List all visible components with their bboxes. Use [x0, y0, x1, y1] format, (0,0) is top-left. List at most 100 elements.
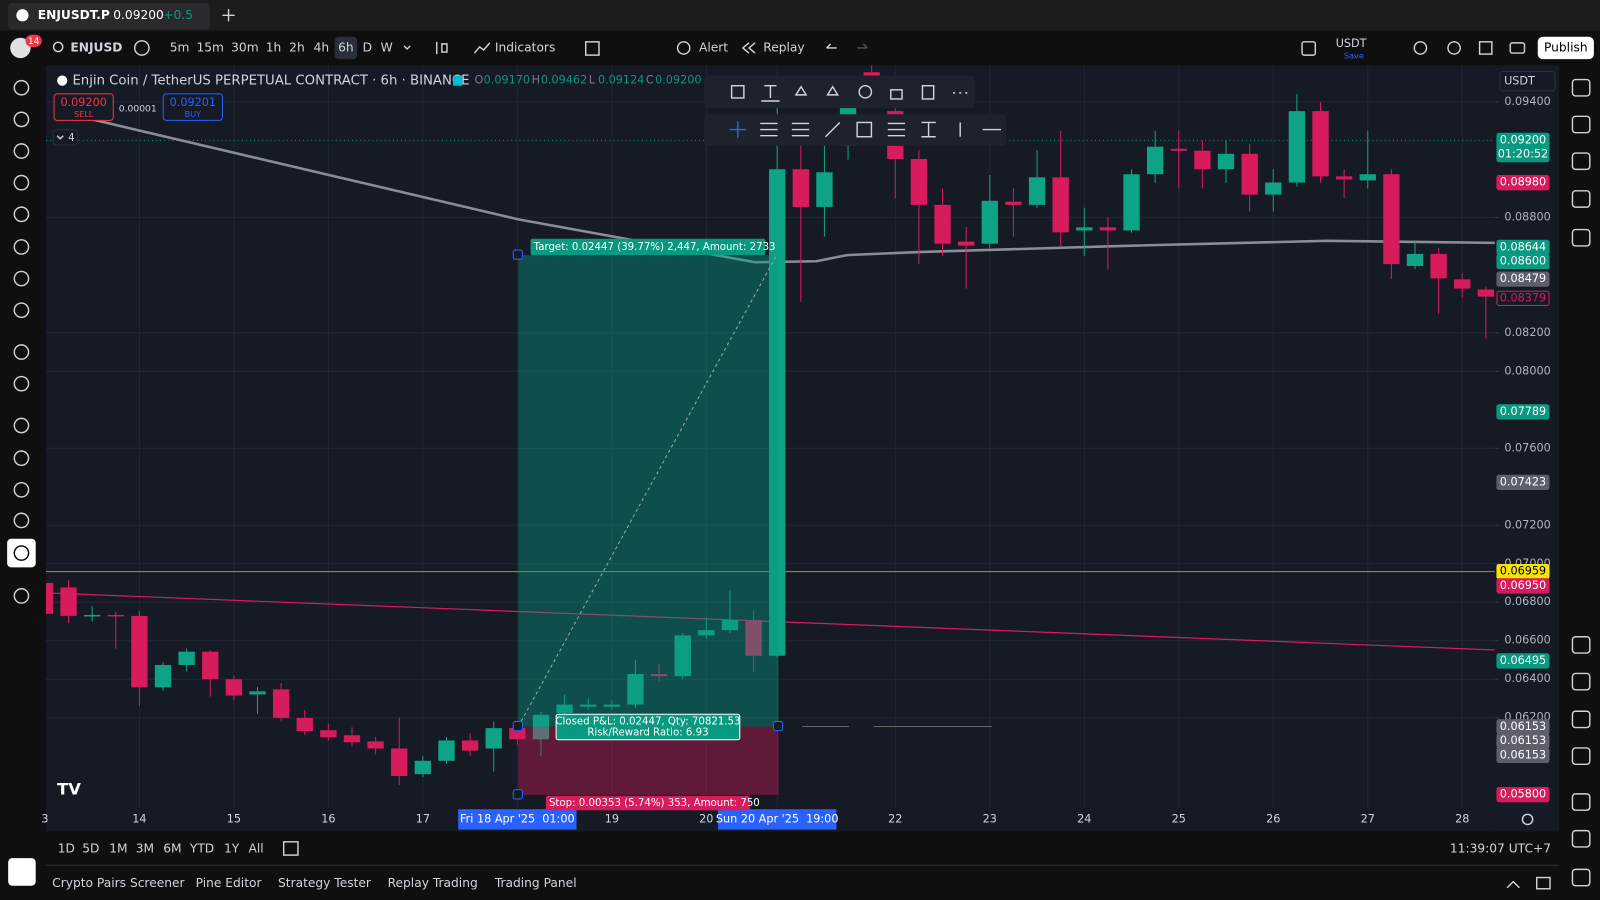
drawing-tool[interactable]	[13, 417, 30, 434]
x-tick-label: 20	[699, 812, 713, 825]
range-button[interactable]: YTD	[189, 841, 214, 855]
sidebar-button[interactable]	[1571, 672, 1591, 691]
collapse-button[interactable]	[52, 129, 79, 146]
chart-type[interactable]	[436, 41, 448, 55]
panel-collapse[interactable]	[1506, 880, 1520, 889]
target-zone	[518, 255, 779, 727]
drawing-tool[interactable]	[13, 302, 30, 319]
drawing-tool[interactable]	[13, 588, 30, 604]
drawing-tool[interactable]	[13, 239, 30, 255]
sidebar-button[interactable]	[1571, 747, 1591, 765]
drawing-tool[interactable]	[13, 270, 30, 287]
range-button[interactable]: 1Y	[224, 841, 240, 855]
candle-body	[202, 651, 219, 680]
sidebar-button[interactable]	[1571, 868, 1591, 887]
tab[interactable]	[8, 3, 211, 30]
candle-body	[272, 689, 290, 718]
publish-button[interactable]	[1537, 36, 1594, 60]
quick-search[interactable]	[1413, 41, 1428, 55]
sidebar-button[interactable]	[1571, 190, 1591, 208]
currency-select[interactable]: USDT	[1336, 37, 1367, 50]
x-tick-label: 3	[41, 812, 48, 825]
drawing-tool[interactable]	[13, 174, 30, 191]
drawing-tool[interactable]	[13, 344, 30, 360]
interval-button[interactable]: 1h	[266, 40, 282, 54]
sidebar-button[interactable]	[1571, 829, 1591, 848]
interval-button[interactable]: 6h	[338, 40, 354, 54]
candle-body	[296, 717, 313, 732]
layout-toggle[interactable]	[1301, 41, 1317, 56]
sidebar-button[interactable]	[1571, 228, 1591, 247]
interval-dropdown[interactable]	[403, 45, 411, 50]
range-button[interactable]: 6M	[163, 841, 181, 855]
handle[interactable]	[772, 720, 784, 732]
sidebar-button[interactable]	[1571, 78, 1591, 97]
range-button[interactable]: 3M	[136, 841, 154, 855]
handle[interactable]	[512, 249, 523, 260]
drawing-tool[interactable]	[13, 375, 30, 392]
buy-button[interactable]	[162, 93, 223, 121]
layout-button[interactable]	[585, 41, 600, 56]
candle-body	[627, 674, 644, 705]
candle-body	[83, 614, 101, 617]
range-button[interactable]: 1M	[109, 841, 127, 855]
symbol-search[interactable]: ENJUSD	[70, 40, 122, 54]
sidebar-button[interactable]	[1571, 793, 1591, 811]
search-icon[interactable]	[52, 41, 64, 53]
settings[interactable]	[1447, 41, 1461, 55]
drawing-tool[interactable]	[13, 79, 30, 96]
handle[interactable]	[512, 720, 523, 732]
sidebar-button[interactable]	[1571, 710, 1591, 729]
tab-price: 0.09200	[113, 8, 164, 22]
sidebar-button[interactable]	[1571, 115, 1591, 134]
panel-tab[interactable]: Pine Editor	[196, 876, 263, 890]
scale-currency[interactable]	[1499, 70, 1556, 92]
sidebar-button[interactable]	[1571, 636, 1591, 654]
save-label[interactable]: Save	[1344, 51, 1364, 61]
interval-button[interactable]: 2h	[289, 40, 305, 54]
avatar[interactable]	[10, 37, 31, 59]
drawing-tool[interactable]	[13, 512, 30, 529]
indicators-button[interactable]: Indicators	[495, 40, 555, 54]
range-button[interactable]: 5D	[82, 841, 99, 855]
sidebar-button[interactable]	[1571, 152, 1591, 171]
favorites[interactable]	[8, 858, 36, 886]
interval-button[interactable]: 30m	[231, 40, 259, 54]
drawing-tool[interactable]	[13, 450, 30, 467]
drawing-tool[interactable]	[13, 545, 30, 561]
replay-button[interactable]: Replay	[763, 40, 804, 54]
interval-button[interactable]: D	[363, 40, 372, 54]
candle-body	[1430, 253, 1447, 279]
drawing-tool[interactable]	[13, 481, 30, 498]
candle-body	[532, 714, 550, 740]
interval-button[interactable]: 15m	[196, 40, 224, 54]
compare-button[interactable]	[133, 40, 150, 56]
interval-button[interactable]: 4h	[314, 40, 330, 54]
new-tab[interactable]	[222, 9, 235, 22]
undo[interactable]	[826, 43, 837, 49]
interval-button[interactable]: W	[381, 40, 393, 54]
y-tick-label: 0.08200	[1504, 326, 1550, 339]
interval-button[interactable]: 5m	[170, 40, 190, 54]
fullscreen[interactable]	[1478, 41, 1493, 55]
goto-date[interactable]	[282, 841, 299, 856]
drawing-tool[interactable]	[13, 143, 30, 159]
redo[interactable]	[857, 43, 868, 49]
panel-tab[interactable]: Strategy Tester	[278, 876, 372, 890]
snapshot[interactable]	[1509, 42, 1526, 54]
candle-body	[178, 651, 195, 665]
sell-button[interactable]	[53, 93, 114, 121]
panel-tab[interactable]: Replay Trading	[388, 876, 478, 890]
panel-tab[interactable]: Crypto Pairs Screener	[52, 876, 185, 890]
panel-maximize[interactable]	[1536, 876, 1551, 890]
drawing-tool[interactable]	[13, 111, 30, 128]
range-button[interactable]: 1D	[58, 841, 75, 855]
drawing-tool[interactable]	[13, 206, 30, 223]
range-button[interactable]: All	[249, 841, 264, 855]
handle[interactable]	[512, 789, 523, 800]
alert-button[interactable]: Alert	[699, 40, 728, 54]
candle-body	[556, 704, 573, 713]
axis-settings[interactable]	[1521, 813, 1534, 826]
price-label-text: 0.05800	[1500, 788, 1546, 801]
panel-tab[interactable]: Trading Panel	[494, 876, 577, 890]
